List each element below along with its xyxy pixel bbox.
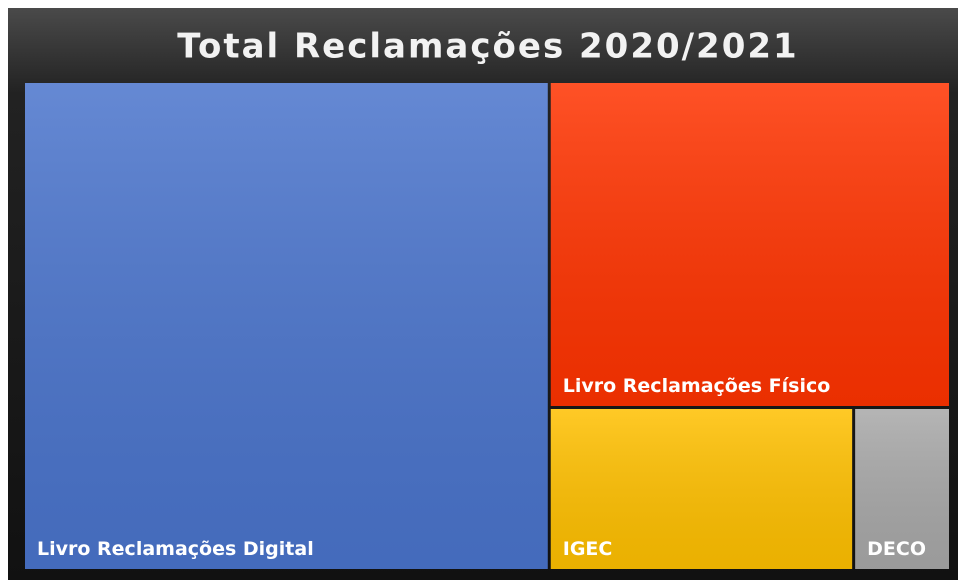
cell-label: Livro Reclamações Físico bbox=[563, 375, 831, 397]
cell-shade bbox=[550, 409, 853, 569]
cell-shade bbox=[855, 409, 949, 569]
cell-label: IGEC bbox=[563, 538, 613, 560]
cell-label: DECO bbox=[867, 538, 926, 560]
chart-title: Total Reclamações 2020/2021 bbox=[177, 27, 798, 67]
cell-label: Livro Reclamações Digital bbox=[37, 538, 314, 560]
cell-shade bbox=[550, 83, 949, 406]
cell-shade bbox=[25, 83, 548, 569]
